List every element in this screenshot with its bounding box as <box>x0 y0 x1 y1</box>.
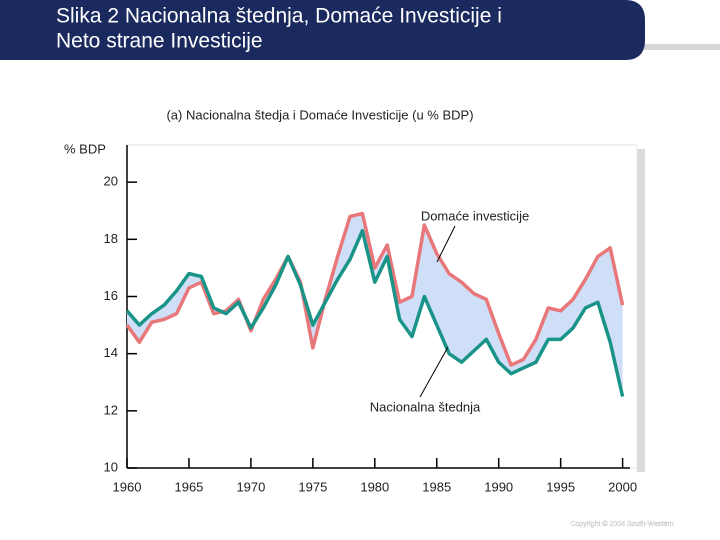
x-tick-label: 1960 <box>113 479 142 494</box>
series-annotation: Nacionalna štednja <box>370 399 481 414</box>
x-tick-label: 1995 <box>546 479 575 494</box>
y-tick-label: 12 <box>104 402 118 417</box>
x-tick-label: 1975 <box>298 479 327 494</box>
page-title: Neto strane Investicije <box>56 30 263 53</box>
y-tick-label: 14 <box>104 345 118 360</box>
y-axis-label: % BDP <box>64 141 106 156</box>
y-tick-label: 16 <box>104 288 118 303</box>
series-line <box>125 211 625 367</box>
x-tick-label: 2000 <box>608 479 637 494</box>
copyright: Copyright © 2004 South-Western <box>570 520 673 528</box>
page-title: Slika 2 Nacionalna štednja, Domaće Inves… <box>56 5 502 28</box>
plot-area <box>126 144 638 469</box>
x-tick-label: 1990 <box>484 479 513 494</box>
chart-title: (a) Nacionalna štedja i Domaće Investici… <box>166 107 473 122</box>
x-tick-label: 1985 <box>422 479 451 494</box>
y-tick-label: 20 <box>104 174 118 189</box>
series-annotation: Domaće investicije <box>421 208 529 223</box>
plot-shadow <box>637 149 645 472</box>
gap-fill <box>127 213 623 397</box>
annotation-leader <box>419 346 449 398</box>
annotation-leader <box>436 225 456 263</box>
x-tick-label: 1970 <box>236 479 265 494</box>
y-tick-label: 10 <box>104 459 118 474</box>
y-tick-label: 18 <box>104 231 118 246</box>
x-tick-label: 1965 <box>174 479 203 494</box>
header-band <box>0 0 645 60</box>
x-tick-label: 1980 <box>360 479 389 494</box>
series-line <box>125 229 625 397</box>
